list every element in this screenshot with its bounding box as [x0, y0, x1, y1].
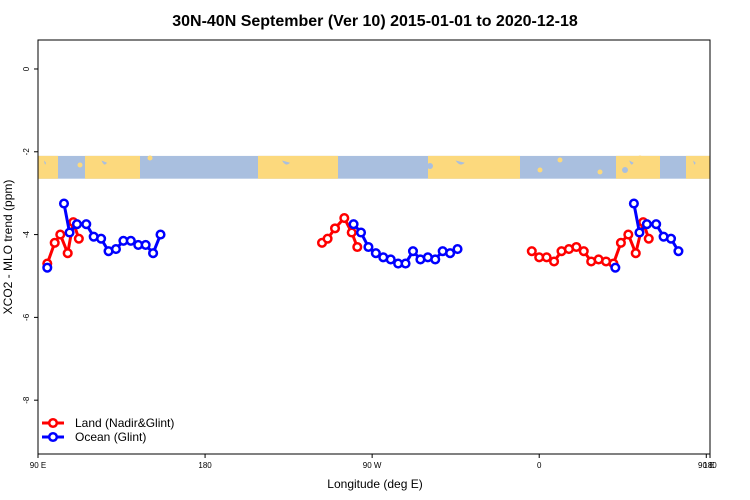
x-tick-label-0: 90 E	[30, 461, 46, 470]
legend: Land (Nadir&Glint)Ocean (Glint)	[42, 416, 174, 444]
y-tick-label-2: -4	[22, 230, 31, 238]
world-map-band	[38, 155, 710, 179]
chart-title: 30N-40N September (Ver 10) 2015-01-01 to…	[172, 13, 578, 30]
legend-marker-0	[47, 417, 59, 429]
map-island-4	[317, 165, 323, 171]
series-0-point-0-1	[49, 237, 60, 248]
map-lake-1	[67, 160, 73, 166]
map-island-5	[467, 159, 473, 165]
x-axis-label: Longitude (deg E)	[327, 477, 422, 491]
series-1-point-4-6	[673, 246, 684, 257]
plot-frame	[37, 39, 711, 455]
x-tick-label-3: 0	[537, 461, 542, 470]
series-1-point-4-5	[665, 233, 677, 244]
map-land-5	[616, 155, 660, 179]
x-tick-label-4: 90 E	[698, 461, 714, 470]
series-1-point-2-1	[355, 227, 367, 238]
series-0-point-2-0	[526, 246, 537, 257]
map-lake-2	[247, 157, 253, 163]
series-0-point-0-2	[55, 229, 66, 240]
map-land-1	[38, 155, 58, 179]
y-tick-label-0: 0	[22, 66, 31, 71]
series-0-point-2-2	[541, 252, 552, 263]
series-1-point-2-13	[445, 248, 456, 259]
series-1-point-1-13	[155, 229, 166, 240]
map-island-1	[77, 162, 83, 168]
map-lake-4	[427, 163, 433, 169]
series-0-point-2-6	[571, 241, 582, 253]
x-tick-label-2: 90 W	[363, 461, 382, 470]
map-island-8	[557, 157, 563, 163]
map-island-6	[492, 163, 498, 169]
series-0-point-1-1	[322, 233, 333, 244]
series-1	[42, 198, 684, 273]
series-1-point-2-5	[385, 254, 396, 265]
series-1-point-4-3	[651, 219, 662, 230]
series-0-point-2-13	[623, 229, 634, 240]
series-1-point-1-11	[140, 239, 151, 250]
map-lake-6	[622, 167, 628, 173]
legend-label-0: Land (Nadir&Glint)	[75, 416, 174, 430]
series-1-point-2-8	[407, 246, 419, 257]
map-island-3	[147, 155, 153, 161]
map-land-6	[686, 155, 710, 179]
map-lake-5	[597, 161, 603, 167]
y-tick-label-4: -8	[22, 396, 31, 404]
series-1-point-1-12	[148, 248, 159, 259]
series-1-point-2-3	[370, 248, 381, 259]
y-axis-label: XCO2 - MLO trend (ppm)	[1, 180, 15, 315]
series-0-point-1-3	[339, 212, 350, 224]
series-0-point-0-5	[73, 233, 84, 244]
x-tick-label-5: 180	[703, 461, 717, 470]
legend-marker-1	[47, 431, 59, 443]
series-0-point-1-5	[352, 241, 363, 253]
series-1-point-1-7	[110, 244, 122, 255]
y-tick-label-1: -2	[22, 148, 31, 156]
series-1-point-2-2	[363, 241, 374, 253]
map-land-3	[258, 155, 338, 179]
map-ocean	[38, 155, 710, 179]
series-0-point-2-14	[630, 248, 641, 259]
series-0-point-2-7	[578, 246, 589, 257]
series-0-point-2-16	[643, 233, 654, 244]
series-1-point-1-3	[81, 219, 92, 230]
y-tick-label-3: -6	[22, 313, 31, 321]
map-land-2	[85, 155, 140, 179]
map-island-10	[637, 155, 643, 161]
legend-label-1: Ocean (Glint)	[75, 430, 146, 444]
series-1-point-1-0	[58, 198, 70, 209]
series-1-point-1-2	[71, 219, 83, 230]
series-0-point-2-12	[615, 237, 626, 248]
series-1-point-2-0	[348, 219, 359, 230]
y-axis: 0 -2 -4 -6 -8	[22, 66, 38, 404]
series-layer	[42, 198, 684, 273]
map-island-9	[597, 169, 603, 175]
series-0-point-1-4	[346, 227, 357, 238]
map-lake-3	[347, 169, 353, 175]
series-1-point-3-0	[610, 262, 621, 273]
map-island-7	[537, 167, 543, 173]
series-0-point-1-2	[329, 223, 341, 234]
series-1-point-1-5	[96, 233, 107, 244]
x-tick-label-1: 180	[198, 461, 212, 470]
map-island-2	[115, 167, 121, 173]
series-1-point-1-1	[64, 227, 75, 238]
series-1-point-1-9	[125, 235, 136, 246]
series-1-point-4-2	[641, 219, 652, 230]
series-1-point-2-11	[430, 254, 441, 265]
series-1-point-4-1	[634, 227, 645, 238]
map-land-4	[428, 155, 520, 179]
series-0-point-2-3	[549, 256, 560, 267]
series-1-point-2-7	[400, 258, 411, 269]
series-1-point-0-0	[42, 262, 53, 273]
series-1-point-2-14	[452, 244, 463, 255]
series-1-point-4-0	[628, 198, 639, 209]
series-0-point-0-3	[62, 248, 73, 259]
